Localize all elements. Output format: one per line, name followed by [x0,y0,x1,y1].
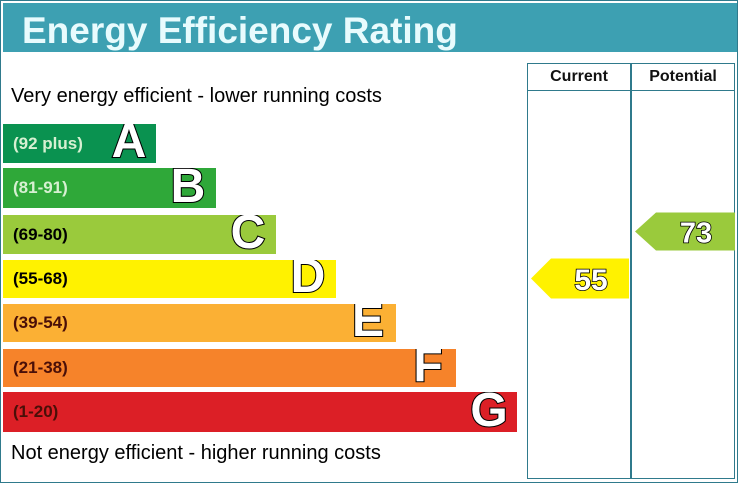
svg-text:D: D [291,260,326,298]
svg-text:F: F [413,349,442,387]
svg-text:A: A [112,124,147,163]
svg-text:73: 73 [680,217,712,249]
svg-text:E: E [352,304,384,342]
svg-text:B: B [171,168,206,208]
svg-text:C: C [231,215,266,254]
svg-text:55: 55 [574,264,607,297]
svg-text:G: G [470,392,507,432]
